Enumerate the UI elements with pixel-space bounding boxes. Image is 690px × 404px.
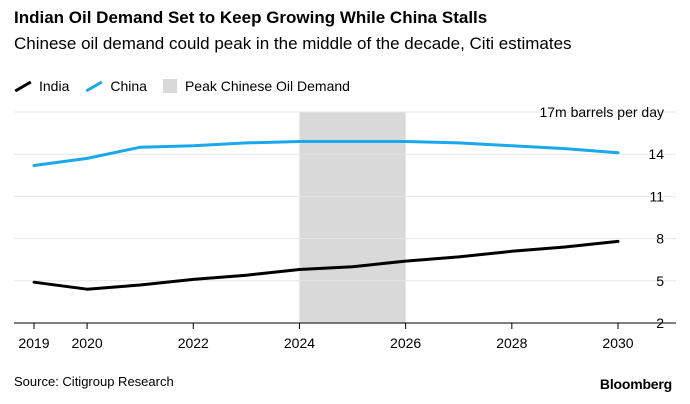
y-tick-label: 5 [656,273,664,289]
legend-label-india: India [39,78,70,94]
legend: India China Peak Chinese Oil Demand [14,78,366,94]
x-tick-label: 2020 [72,335,103,351]
legend-item-india: India [14,78,69,94]
source-note: Source: Citigroup Research [14,374,174,389]
y-tick-label: 8 [656,231,664,247]
y-tick-label: 14 [648,146,664,162]
legend-swatch-peak [162,79,177,93]
legend-label-china: China [110,78,147,94]
legend-item-peak: Peak Chinese Oil Demand [162,78,350,94]
x-tick-label: 2024 [284,335,315,351]
x-tick-label: 2019 [18,335,49,351]
legend-label-peak: Peak Chinese Oil Demand [184,78,350,94]
legend-item-china: China [85,78,147,94]
chart-title: Indian Oil Demand Set to Keep Growing Wh… [14,8,488,27]
series-line-india [32,239,620,291]
peak-demand-region [299,112,406,323]
y-tick-label: 11 [649,188,664,204]
chart-subtitle: Chinese oil demand could peak in the mid… [14,34,572,53]
series-line-china [32,140,620,167]
x-tick-label: 2022 [178,335,209,351]
y-unit-label: 17m barrels per day [539,104,664,120]
bloomberg-logo: Bloomberg [599,376,672,392]
x-tick-label: 2030 [602,335,633,351]
x-tick-label: 2026 [390,335,421,351]
x-tick-label: 2028 [496,335,527,351]
